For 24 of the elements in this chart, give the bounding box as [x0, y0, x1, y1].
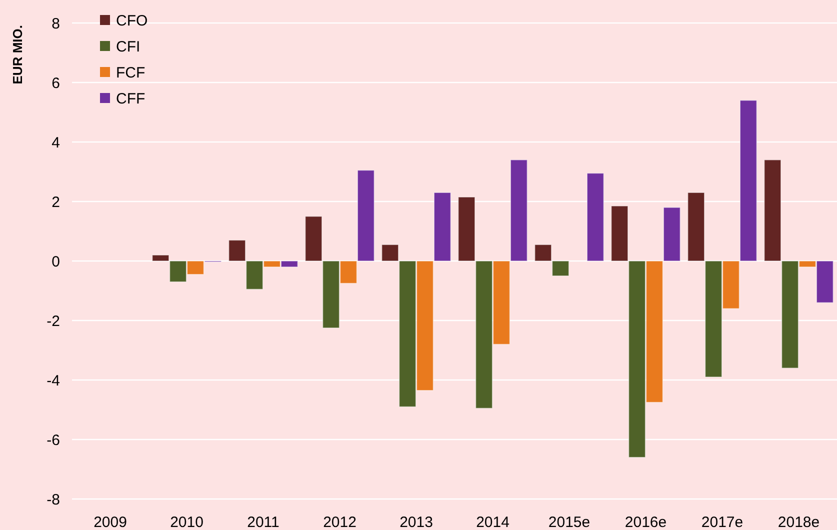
- x-tick-label: 2013: [400, 514, 433, 530]
- legend-label: CFF: [116, 90, 146, 108]
- y-tick-label: 2: [52, 194, 60, 211]
- x-tick-label: 2017e: [701, 514, 744, 530]
- x-tick-label: 2018e: [778, 514, 820, 530]
- x-tick-label: 2009: [94, 514, 127, 530]
- x-tick-label: 2015e: [548, 514, 590, 530]
- x-tick-label: 2012: [323, 514, 356, 530]
- y-tick-label: -8: [46, 491, 60, 508]
- y-tick-label: 6: [52, 74, 60, 92]
- x-tick-label: 2011: [247, 514, 280, 530]
- y-tick-label: -6: [46, 432, 60, 449]
- y-tick-label: 4: [52, 134, 60, 152]
- y-tick-label: -4: [46, 372, 60, 390]
- y-axis-title: EUR MIO.: [10, 25, 25, 84]
- y-tick-label: 0: [52, 253, 60, 270]
- y-tick-label: -2: [46, 312, 60, 330]
- x-tick-label: 2016e: [624, 514, 667, 530]
- legend-label: FCF: [116, 64, 146, 82]
- y-tick-label: 8: [52, 15, 60, 32]
- x-tick-label: 2010: [170, 514, 204, 530]
- x-tick-label: 2014: [476, 514, 510, 530]
- legend-label: CFI: [116, 38, 140, 56]
- legend-label: CFO: [116, 12, 148, 30]
